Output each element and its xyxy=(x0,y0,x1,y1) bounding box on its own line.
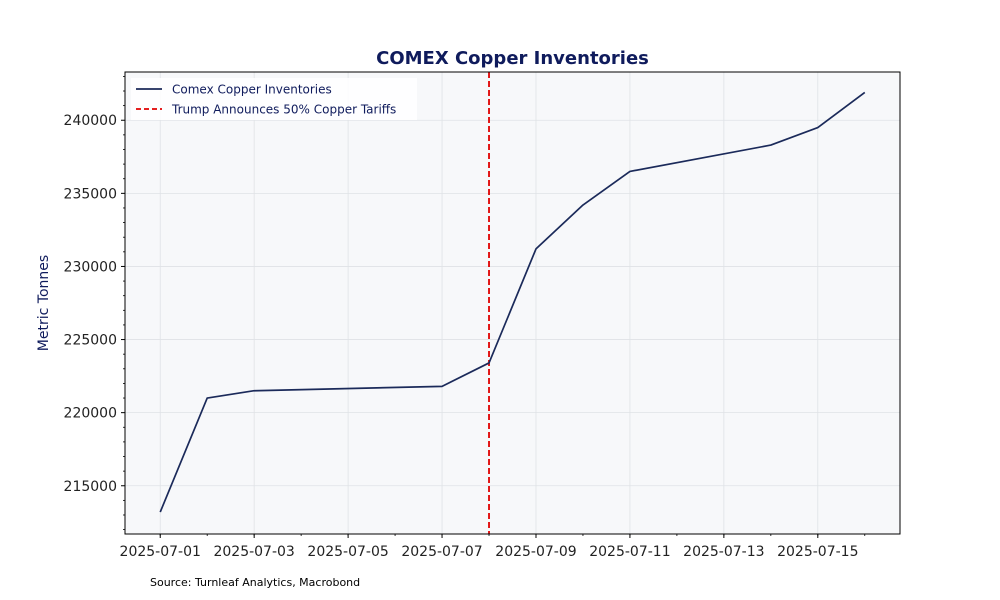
chart-title: COMEX Copper Inventories xyxy=(376,48,649,69)
source-note: Source: Turnleaf Analytics, Macrobond xyxy=(150,576,361,589)
series-layer xyxy=(159,72,866,534)
y-tick-label: 225000 xyxy=(64,333,117,349)
y-tick-label: 235000 xyxy=(64,186,117,202)
x-tick-label: 2025-07-15 xyxy=(777,544,858,560)
legend-entry-inventories-label: Comex Copper Inventories xyxy=(172,83,332,97)
legend-entry-tariffs-label: Trump Announces 50% Copper Tariffs xyxy=(171,103,396,117)
x-tick-label: 2025-07-11 xyxy=(589,544,670,560)
y-tick-label: 215000 xyxy=(64,479,117,495)
axes: 215000 220000 225000 230000 235000 240000 2025… xyxy=(64,71,901,560)
series-line-inventories xyxy=(159,91,866,513)
y-tick-label: 230000 xyxy=(64,259,117,275)
x-tick-label: 2025-07-09 xyxy=(495,544,576,560)
legend-box xyxy=(131,78,417,120)
y-axis-label: Metric Tonnes xyxy=(36,255,52,351)
x-tick-label: 2025-07-01 xyxy=(120,544,201,560)
x-tick-label: 2025-07-03 xyxy=(213,544,294,560)
y-tick-label: 220000 xyxy=(64,406,117,422)
y-tick-label: 240000 xyxy=(64,113,117,129)
x-tick-label: 2025-07-13 xyxy=(683,544,764,560)
plot-area xyxy=(125,72,900,534)
grid-lines xyxy=(125,72,900,534)
legend: Comex Copper Inventories Trump Announces … xyxy=(131,78,417,120)
x-tick-label: 2025-07-05 xyxy=(307,544,388,560)
plot-frame xyxy=(124,71,901,535)
x-tick-label: 2025-07-07 xyxy=(401,544,482,560)
